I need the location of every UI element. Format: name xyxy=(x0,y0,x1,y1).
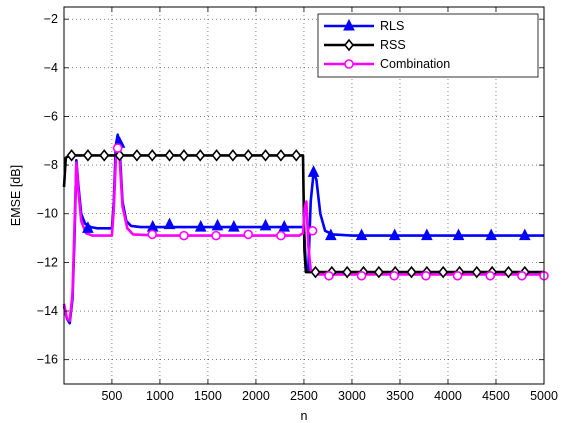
legend-label-rls: RLS xyxy=(380,19,404,33)
data-point-rls xyxy=(228,220,240,232)
data-point-rss xyxy=(227,149,238,162)
y-tick-label: −6 xyxy=(44,109,58,123)
data-point-rss xyxy=(503,265,514,279)
data-point-combination xyxy=(307,225,318,236)
x-tick-label: 3000 xyxy=(338,389,366,403)
data-point-rss xyxy=(211,149,222,162)
data-point-rls xyxy=(259,218,272,231)
x-tick-label: 2000 xyxy=(242,389,270,403)
y-axis-label: EMSE [dB] xyxy=(9,165,23,226)
data-point-combination xyxy=(517,270,527,281)
x-tick-label: 5000 xyxy=(530,389,558,403)
data-point-combination xyxy=(452,270,463,281)
data-point-rls xyxy=(278,220,291,232)
data-point-rss xyxy=(471,265,482,279)
data-point-rls xyxy=(307,165,320,177)
y-tick-label: −12 xyxy=(37,255,58,269)
data-point-rls xyxy=(485,228,497,241)
data-point-rss xyxy=(310,265,321,279)
data-point-rls xyxy=(325,228,337,241)
data-point-rss xyxy=(131,149,142,162)
data-point-rls xyxy=(163,217,176,230)
legend[interactable]: RLS RSS Combination xyxy=(317,13,539,78)
data-point-rls xyxy=(452,228,465,241)
legend-label-combination: Combination xyxy=(380,57,450,71)
data-point-rss xyxy=(195,149,206,162)
data-point-combination xyxy=(389,270,400,281)
data-point-rss xyxy=(275,149,286,162)
y-tick-label: −14 xyxy=(37,304,58,318)
data-point-combination xyxy=(421,270,431,281)
data-point-rss xyxy=(260,149,271,162)
data-point-combination xyxy=(276,230,286,241)
data-point-rls xyxy=(388,228,401,241)
y-tick-label: −8 xyxy=(44,158,58,172)
data-point-rss xyxy=(99,149,110,162)
data-point-combination xyxy=(324,270,334,281)
y-tick-label: −4 xyxy=(44,61,58,75)
y-tick-label: −16 xyxy=(37,353,58,367)
legend-marker-rss xyxy=(343,38,355,52)
data-point-rls xyxy=(82,221,94,233)
data-point-combination xyxy=(179,230,189,241)
x-tick-label: 4500 xyxy=(482,389,510,403)
x-axis-label: n xyxy=(301,409,308,423)
legend-label-rss: RSS xyxy=(380,38,406,52)
x-tick-label: 4000 xyxy=(434,389,462,403)
data-point-combination xyxy=(243,229,254,240)
data-point-combination xyxy=(112,143,123,153)
x-tick-label: 500 xyxy=(101,389,122,403)
series-layer xyxy=(62,133,544,325)
x-tick-label: 1500 xyxy=(194,389,222,403)
data-point-rss xyxy=(243,149,254,162)
y-tick-label: −10 xyxy=(37,207,58,221)
data-point-combination xyxy=(211,230,221,241)
data-point-rss xyxy=(291,149,302,162)
data-point-rss xyxy=(164,149,175,162)
data-point-rls xyxy=(355,228,368,241)
data-point-rls xyxy=(421,228,433,241)
data-point-rss xyxy=(373,265,384,279)
x-tick-label: 3500 xyxy=(386,389,414,403)
data-point-combination xyxy=(485,270,496,281)
data-point-rss xyxy=(438,265,449,279)
data-point-rss xyxy=(342,265,353,279)
data-point-rss xyxy=(178,149,189,162)
marker-layer xyxy=(66,136,549,281)
x-tick-label: 2500 xyxy=(290,389,318,403)
data-point-rss xyxy=(66,149,77,162)
x-tick-label: 1000 xyxy=(146,389,174,403)
data-point-rss xyxy=(82,149,93,162)
data-point-rls xyxy=(211,218,224,231)
data-point-combination xyxy=(147,229,158,240)
data-point-rls xyxy=(194,220,207,232)
data-point-rls xyxy=(518,228,531,241)
data-point-rss xyxy=(406,265,417,279)
legend-marker-rls xyxy=(343,18,355,31)
axis-ticks: 500 1000 1500 2000 2500 3000 3500 4000 4500 5000 −… xyxy=(37,7,558,403)
y-tick-label: −2 xyxy=(44,12,58,26)
data-point-combination xyxy=(356,270,367,281)
legend-marker-combination xyxy=(344,59,354,69)
data-point-rss xyxy=(147,149,158,162)
